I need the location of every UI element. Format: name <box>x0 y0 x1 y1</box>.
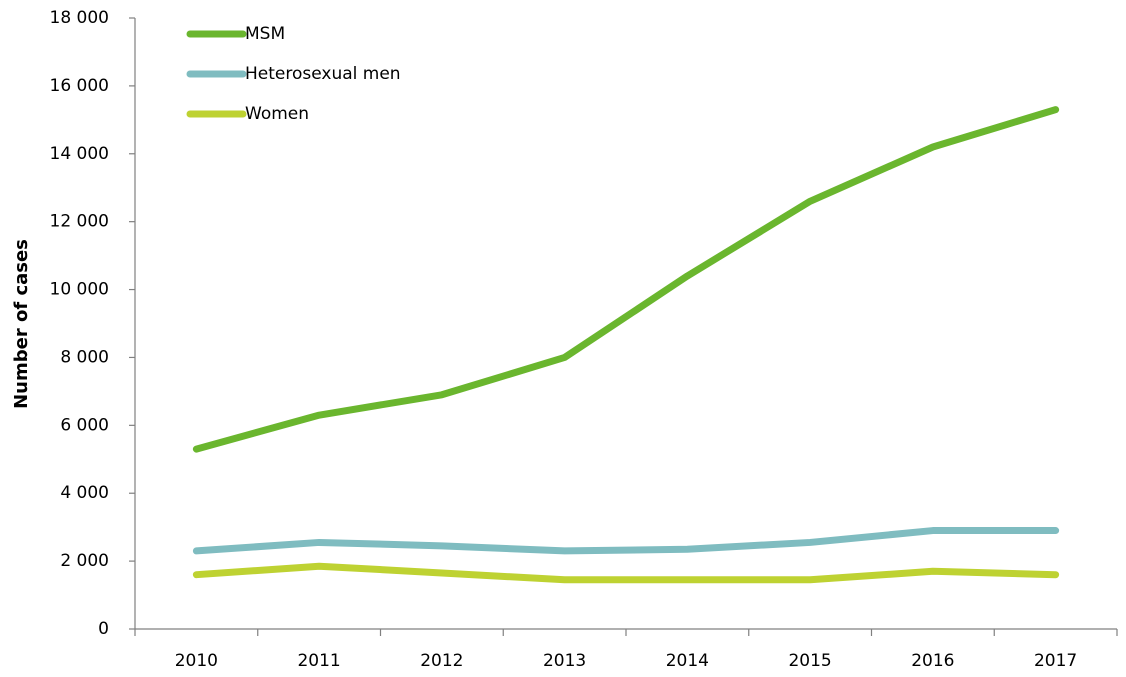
series-line <box>192 562 1060 584</box>
y-tick-label: 16 000 <box>50 76 109 96</box>
legend-label: MSM <box>245 24 285 44</box>
x-tick-label: 2014 <box>666 651 709 671</box>
x-tick-label: 2016 <box>911 651 954 671</box>
y-tick-label: 12 000 <box>50 212 109 232</box>
y-tick-label: 10 000 <box>50 280 109 300</box>
y-tick-label: 6 000 <box>60 415 109 435</box>
series-line <box>192 527 1060 555</box>
x-tick-label: 2012 <box>420 651 463 671</box>
x-tick-label: 2010 <box>175 651 218 671</box>
legend-label: Heterosexual men <box>245 64 401 84</box>
y-tick-label: 14 000 <box>50 144 109 164</box>
legend-label: Women <box>245 104 309 124</box>
x-tick-label: 2017 <box>1034 651 1077 671</box>
y-tick-label: 18 000 <box>50 8 109 28</box>
series-line <box>192 106 1060 453</box>
x-tick-label: 2015 <box>788 651 831 671</box>
y-tick-label: 4 000 <box>60 483 109 503</box>
y-tick-label: 2 000 <box>60 551 109 571</box>
x-tick-label: 2013 <box>543 651 586 671</box>
x-tick-label: 2011 <box>297 651 340 671</box>
y-axis-label: Number of cases <box>11 239 32 409</box>
y-tick-label: 0 <box>98 619 109 639</box>
y-tick-label: 8 000 <box>60 347 109 367</box>
